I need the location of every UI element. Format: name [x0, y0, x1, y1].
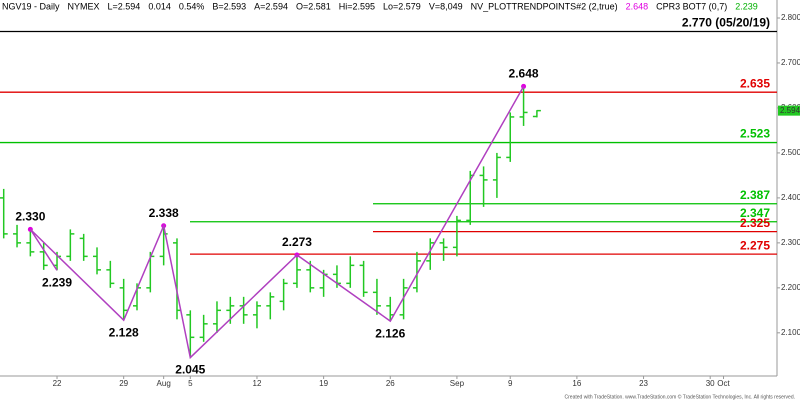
x-tick-label: 30	[706, 379, 715, 388]
x-tick-label: 19	[319, 379, 328, 388]
y-tick-label: 2.300	[781, 238, 800, 247]
x-tick-label: 29	[119, 379, 128, 388]
level-label: 2.523	[740, 127, 770, 141]
x-tick-label: 5	[188, 379, 193, 388]
header-item: NYMEX	[68, 1, 100, 11]
x-tick-label: Sep	[450, 379, 465, 388]
header-item: NGV19 - Daily	[2, 1, 60, 11]
level-label: 2.275	[740, 238, 770, 252]
pivot-label: 2.338	[149, 206, 179, 220]
header-item: NV_PLOTTRENDPOINTS#2 (2,true)	[471, 1, 618, 11]
last-price-box	[778, 105, 800, 116]
header-item: Lo=2.579	[383, 1, 421, 11]
header-item: A=2.594	[254, 1, 288, 11]
header-item: O=2.581	[296, 1, 331, 11]
x-tick-label: 16	[572, 379, 581, 388]
level-label: 2.770 (05/20/19)	[682, 16, 770, 30]
level-label: 2.325	[740, 216, 770, 230]
x-tick-label: 26	[386, 379, 395, 388]
x-tick-label: 22	[53, 379, 62, 388]
header-item: 2.239	[735, 1, 758, 11]
y-tick-label: 2.700	[781, 58, 800, 67]
pivot-label: 2.126	[375, 326, 405, 340]
y-tick-label: 2.800	[781, 13, 800, 22]
header-item: 0.54%	[179, 1, 205, 11]
x-tick-label: Oct	[717, 379, 730, 388]
pivot-label: 2.273	[282, 235, 312, 249]
header-item: Hi=2.595	[339, 1, 375, 11]
footer: Created with TradeStation. www.TradeStat…	[565, 393, 795, 400]
y-tick-label: 2.400	[781, 193, 800, 202]
header-item: V=8,049	[429, 1, 463, 11]
level-label: 2.347	[740, 206, 770, 220]
header-item: L=2.594	[108, 1, 141, 11]
level-label: 2.635	[740, 76, 770, 90]
y-tick-label: 2.200	[781, 283, 800, 292]
header-item: CPR3 BOT7 (0,7)	[656, 1, 727, 11]
pivot-label: 2.648	[509, 67, 539, 81]
x-tick-label: Aug	[157, 379, 171, 388]
x-tick-label: 23	[639, 379, 648, 388]
pivot-label: 2.045	[175, 363, 205, 377]
y-tick-label: 2.100	[781, 328, 800, 337]
level-label: 2.387	[740, 188, 770, 202]
zigzag-line	[29, 86, 525, 360]
x-tick-label: 12	[253, 379, 262, 388]
header-item: B=2.593	[212, 1, 246, 11]
pivot-label: 2.239	[42, 275, 72, 289]
header-item: 2.648	[626, 1, 649, 11]
last-price-label: 2.594	[780, 106, 800, 115]
y-tick-label: 2.500	[781, 148, 800, 157]
pivot-label: 2.330	[15, 210, 45, 224]
header-item: 0.014	[148, 1, 171, 11]
pivot-label: 2.128	[109, 325, 139, 339]
x-tick-label: 9	[508, 379, 513, 388]
